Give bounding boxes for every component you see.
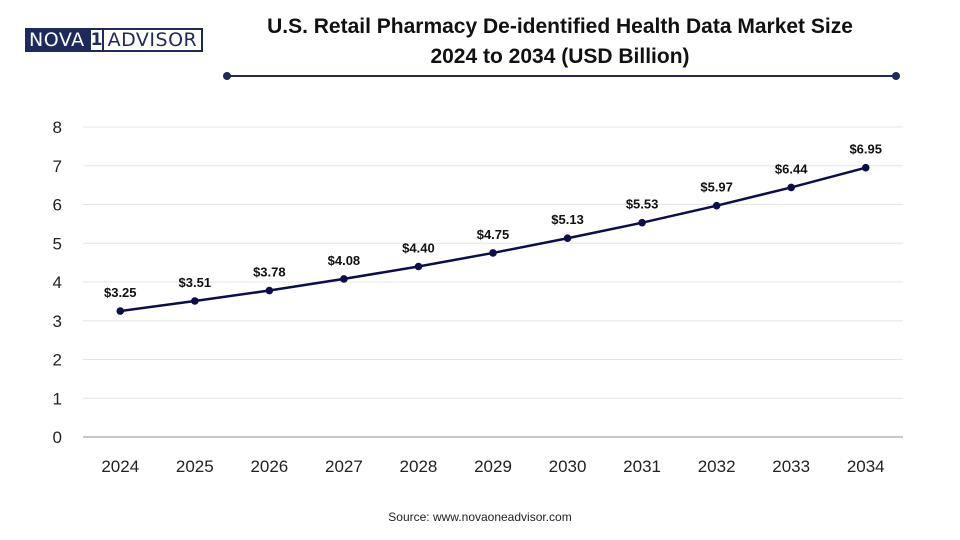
- y-tick-label: 6: [53, 196, 62, 215]
- chart-title-line2: 2024 to 2034 (USD Billion): [430, 45, 690, 68]
- y-tick-label: 0: [53, 428, 62, 447]
- data-point: [116, 307, 125, 315]
- y-tick-label: 2: [53, 351, 62, 370]
- logo-one: 1: [88, 28, 104, 52]
- x-tick-label: 2032: [698, 457, 736, 476]
- data-point: [563, 234, 572, 243]
- logo-advisor: ADVISOR: [103, 28, 204, 52]
- data-point: [638, 218, 646, 227]
- data-point: [191, 297, 199, 305]
- y-tick-label: 5: [53, 234, 62, 253]
- data-label: $5.13: [551, 212, 584, 227]
- chart-title: U.S. Retail Pharmacy De-identified Healt…: [220, 12, 900, 72]
- x-tick-label: 2024: [101, 457, 139, 476]
- data-point: [712, 201, 721, 210]
- logo-nova: NOVA: [25, 28, 89, 52]
- y-tick-label: 1: [53, 389, 62, 408]
- x-tick-label: 2031: [623, 457, 661, 476]
- data-label: $5.97: [700, 180, 733, 195]
- data-label: $3.78: [253, 265, 286, 280]
- title-underline-left-dot: [223, 72, 231, 80]
- data-label: $4.08: [328, 253, 361, 268]
- x-tick-label: 2030: [549, 457, 587, 476]
- x-tick-label: 2025: [176, 457, 214, 476]
- x-tick-label: 2029: [474, 457, 512, 476]
- data-point: [861, 163, 870, 172]
- data-label: $4.40: [402, 241, 435, 256]
- y-tick-label: 3: [53, 312, 62, 331]
- title-underline-right-dot: [892, 72, 900, 80]
- data-point: [340, 275, 348, 283]
- y-tick-label: 7: [53, 157, 62, 176]
- data-point: [265, 286, 274, 295]
- data-label: $6.95: [849, 142, 882, 157]
- y-tick-label: 8: [53, 118, 62, 137]
- data-label: $4.75: [477, 227, 510, 242]
- data-label: $3.25: [104, 285, 137, 300]
- data-label: $5.53: [626, 197, 659, 212]
- x-tick-label: 2027: [325, 457, 363, 476]
- data-point: [787, 183, 795, 192]
- data-label: $3.51: [179, 275, 212, 290]
- data-label: $6.44: [775, 161, 808, 176]
- source-note: Source: www.novaoneadvisor.com: [388, 510, 572, 524]
- x-tick-label: 2028: [400, 457, 438, 476]
- y-tick-label: 4: [53, 273, 62, 292]
- x-tick-label: 2026: [250, 457, 288, 476]
- x-tick-label: 2034: [847, 457, 885, 476]
- data-point: [414, 262, 423, 271]
- title-underline: [227, 75, 896, 77]
- novaoneadvisor-logo: NOVA 1 ADVISOR: [25, 28, 204, 52]
- chart-title-line1: U.S. Retail Pharmacy De-identified Healt…: [267, 15, 853, 38]
- data-point: [489, 249, 497, 257]
- x-tick-label: 2033: [772, 457, 810, 476]
